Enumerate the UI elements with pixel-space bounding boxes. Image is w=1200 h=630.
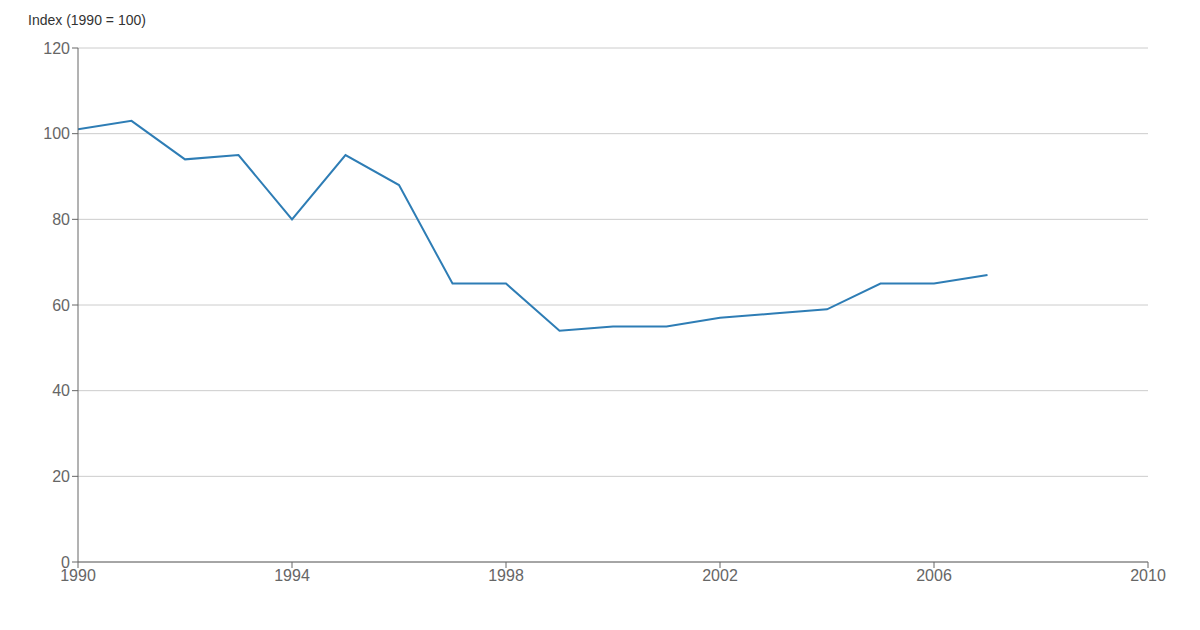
svg-text:20: 20: [52, 468, 70, 485]
svg-text:0: 0: [61, 554, 70, 571]
svg-text:40: 40: [52, 382, 70, 399]
svg-text:1998: 1998: [488, 567, 524, 584]
svg-text:80: 80: [52, 211, 70, 228]
svg-text:2006: 2006: [916, 567, 952, 584]
svg-text:1990: 1990: [60, 567, 96, 585]
svg-text:1994: 1994: [274, 567, 310, 584]
svg-text:60: 60: [52, 297, 70, 314]
html-text:Index (1990 = 100): Index (1990 = 100): [28, 12, 146, 28]
svg-text:2010: 2010: [1130, 567, 1166, 584]
svg-text:120: 120: [43, 40, 70, 57]
svg-text:2002: 2002: [702, 567, 738, 584]
svg-text:100: 100: [43, 125, 70, 142]
